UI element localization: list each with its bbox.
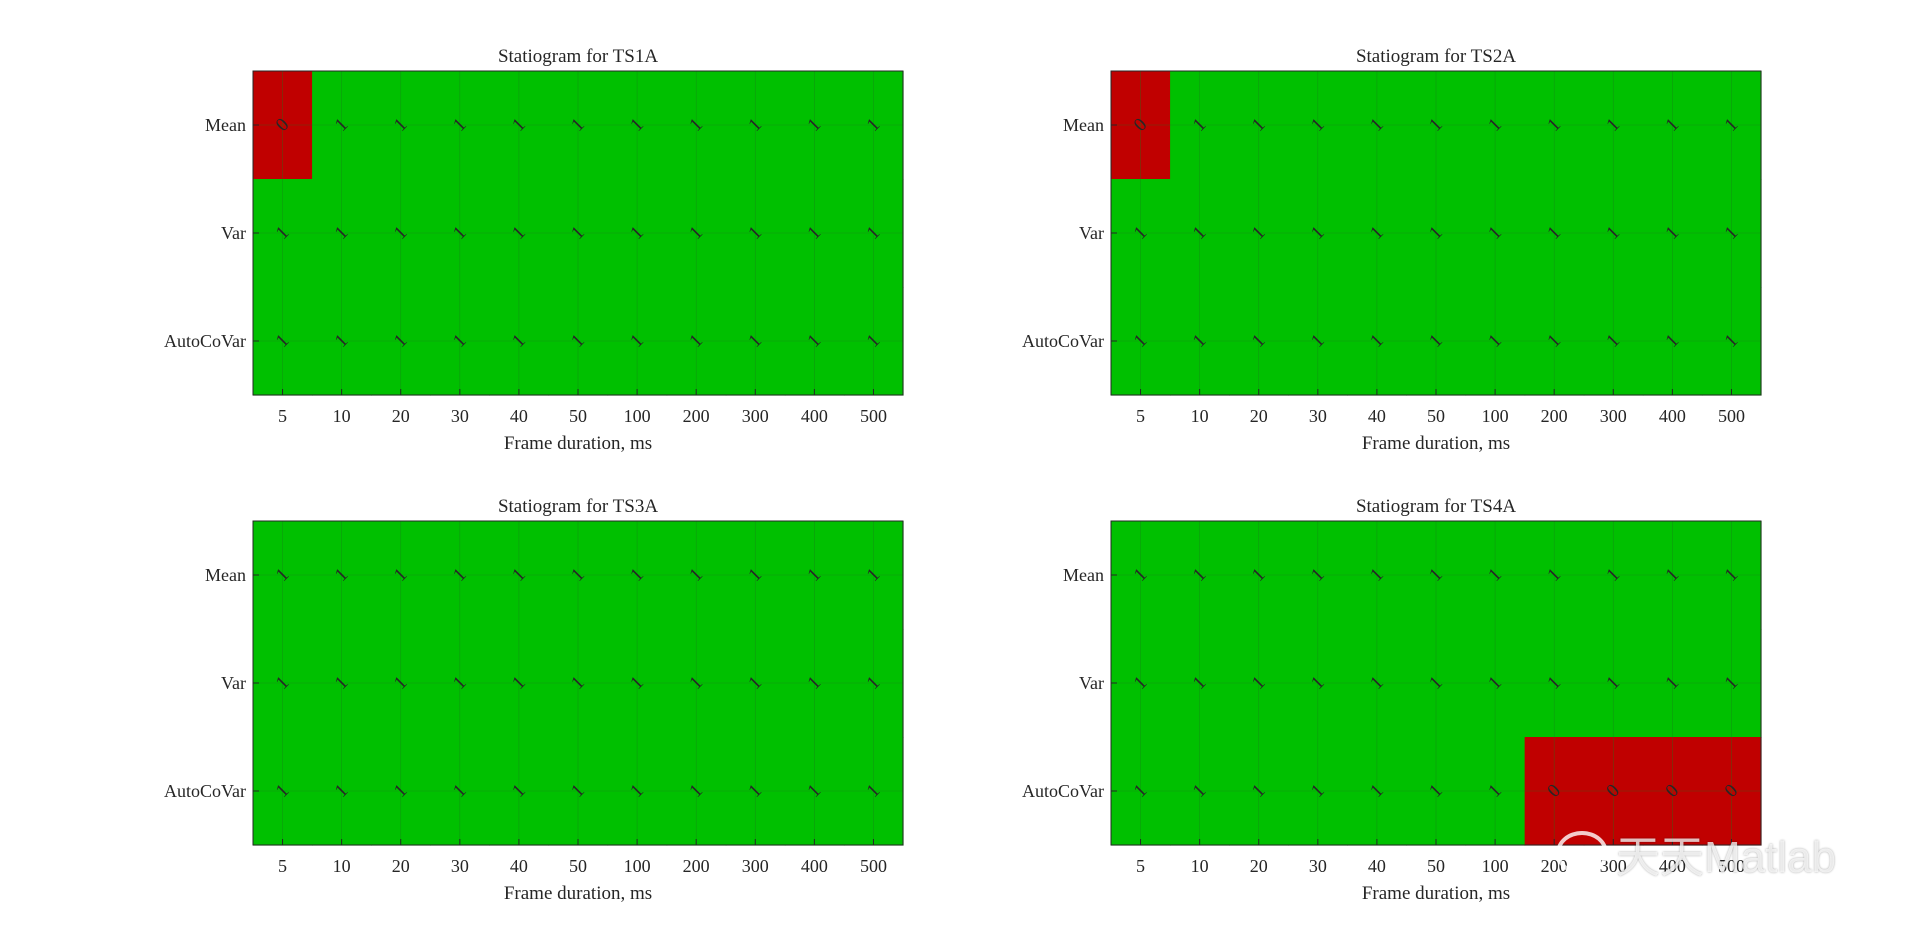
x-tick-label: 200 bbox=[1541, 856, 1568, 876]
y-tick-label: Var bbox=[221, 223, 246, 243]
y-tick-label: Var bbox=[1079, 673, 1104, 693]
x-tick-label: 10 bbox=[333, 406, 351, 426]
x-tick-label: 30 bbox=[451, 856, 469, 876]
x-tick-label: 400 bbox=[1659, 406, 1686, 426]
x-tick-label: 20 bbox=[392, 856, 410, 876]
heatmap-cell bbox=[666, 71, 727, 180]
x-tick-label: 300 bbox=[1600, 856, 1627, 876]
x-tick-label: 40 bbox=[1368, 406, 1386, 426]
heatmap-cell bbox=[1701, 71, 1762, 180]
x-tick-label: 50 bbox=[1427, 406, 1445, 426]
chart-title: Statiogram for TS3A bbox=[498, 496, 658, 517]
x-tick-label: 100 bbox=[1482, 406, 1509, 426]
x-tick-label: 20 bbox=[1250, 856, 1268, 876]
x-axis-label: Frame duration, ms bbox=[504, 883, 652, 904]
x-tick-label: 100 bbox=[624, 406, 651, 426]
heatmap-cell bbox=[1465, 71, 1526, 180]
x-tick-label: 10 bbox=[1191, 406, 1209, 426]
x-tick-label: 30 bbox=[1309, 856, 1327, 876]
y-tick-label: Mean bbox=[1063, 565, 1104, 585]
x-tick-label: 5 bbox=[1136, 856, 1145, 876]
x-tick-label: 500 bbox=[860, 406, 887, 426]
heatmap-cell bbox=[784, 71, 845, 180]
x-tick-label: 300 bbox=[742, 856, 769, 876]
subplot-2: 0 1 1 1 1 1 1 1 1 1 11 1 1 1 1 1 1 1 1 1 11 1 1 1 1 1 1 1 1 1 15 10 20 30… bbox=[1022, 46, 1762, 454]
x-tick-label: 400 bbox=[1659, 856, 1686, 876]
x-tick-label: 400 bbox=[801, 856, 828, 876]
x-tick-label: 300 bbox=[742, 406, 769, 426]
x-tick-label: 50 bbox=[1427, 856, 1445, 876]
heatmap-cell bbox=[607, 71, 668, 180]
subplot-4: 1 1 1 1 1 1 1 1 1 1 11 1 1 1 1 1 1 1 1 1 11 1 1 1 1 1 1 0 0 0 05 10 20 30… bbox=[1022, 496, 1762, 904]
x-tick-label: 200 bbox=[683, 406, 710, 426]
x-axis-label: Frame duration, ms bbox=[504, 433, 652, 454]
x-tick-label: 400 bbox=[801, 406, 828, 426]
y-tick-label: Var bbox=[221, 673, 246, 693]
chart-title: Statiogram for TS1A bbox=[498, 46, 658, 67]
x-tick-label: 20 bbox=[1250, 406, 1268, 426]
x-tick-label: 10 bbox=[1191, 856, 1209, 876]
x-tick-label: 200 bbox=[683, 856, 710, 876]
heatmap-cell bbox=[1524, 71, 1585, 180]
x-tick-label: 40 bbox=[510, 856, 528, 876]
x-tick-label: 30 bbox=[451, 406, 469, 426]
x-tick-label: 30 bbox=[1309, 406, 1327, 426]
y-tick-label: AutoCoVar bbox=[164, 331, 246, 351]
x-tick-label: 100 bbox=[1482, 856, 1509, 876]
x-tick-label: 50 bbox=[569, 856, 587, 876]
subplot-3: 1 1 1 1 1 1 1 1 1 1 11 1 1 1 1 1 1 1 1 1 11 1 1 1 1 1 1 1 1 1 15 10 20 30… bbox=[164, 496, 904, 904]
y-tick-label: Mean bbox=[1063, 115, 1104, 135]
heatmap-cell bbox=[843, 71, 904, 180]
x-axis-label: Frame duration, ms bbox=[1362, 883, 1510, 904]
x-tick-label: 20 bbox=[392, 406, 410, 426]
chart-title: Statiogram for TS2A bbox=[1356, 46, 1516, 67]
x-tick-label: 40 bbox=[510, 406, 528, 426]
chart-title: Statiogram for TS4A bbox=[1356, 496, 1516, 517]
y-tick-label: AutoCoVar bbox=[1022, 331, 1104, 351]
y-tick-label: Var bbox=[1079, 223, 1104, 243]
x-tick-label: 40 bbox=[1368, 856, 1386, 876]
x-axis-label: Frame duration, ms bbox=[1362, 433, 1510, 454]
y-tick-label: AutoCoVar bbox=[164, 781, 246, 801]
x-tick-label: 50 bbox=[569, 406, 587, 426]
x-tick-label: 5 bbox=[278, 856, 287, 876]
x-tick-label: 5 bbox=[1136, 406, 1145, 426]
x-tick-label: 5 bbox=[278, 406, 287, 426]
y-tick-label: Mean bbox=[205, 115, 246, 135]
x-tick-label: 10 bbox=[333, 856, 351, 876]
x-tick-label: 500 bbox=[1718, 856, 1745, 876]
x-tick-label: 500 bbox=[860, 856, 887, 876]
x-tick-label: 100 bbox=[624, 856, 651, 876]
heatmap-cell bbox=[1583, 71, 1644, 180]
heatmap-cell bbox=[1642, 71, 1703, 180]
x-tick-label: 200 bbox=[1541, 406, 1568, 426]
subplot-1: 0 1 1 1 1 1 1 1 1 1 11 1 1 1 1 1 1 1 1 1 11 1 1 1 1 1 1 1 1 1 15 10 20 30… bbox=[164, 46, 904, 454]
x-tick-label: 300 bbox=[1600, 406, 1627, 426]
x-tick-label: 500 bbox=[1718, 406, 1745, 426]
y-tick-label: Mean bbox=[205, 565, 246, 585]
y-tick-label: AutoCoVar bbox=[1022, 781, 1104, 801]
heatmap-cell bbox=[725, 71, 786, 180]
